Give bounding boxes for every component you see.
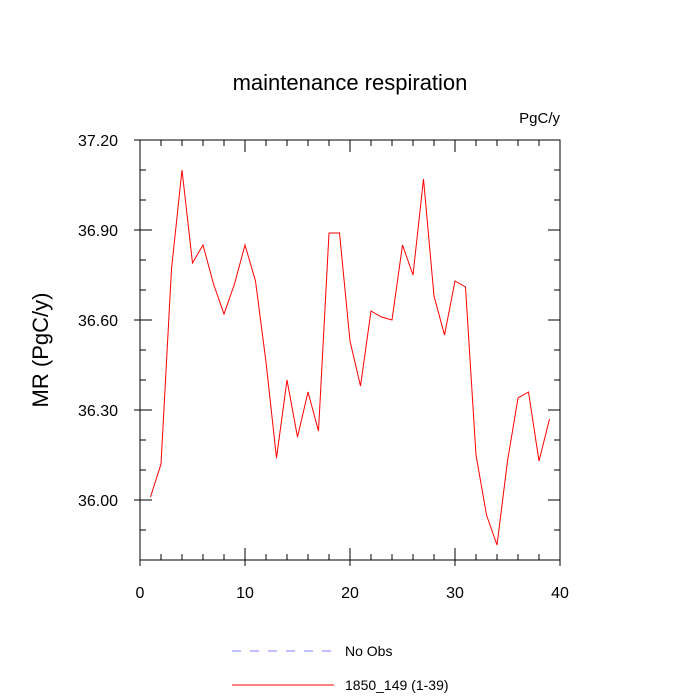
series-line xyxy=(150,169,550,546)
y-tick-label: 37.20 xyxy=(78,133,118,150)
legend-label: No Obs xyxy=(345,643,392,659)
x-tick-label: 40 xyxy=(551,585,569,602)
legend: No Obs 1850_149 (1-39) xyxy=(232,643,449,693)
x-tick-label: 0 xyxy=(136,585,145,602)
x-tick-label: 30 xyxy=(446,585,464,602)
legend-label: 1850_149 (1-39) xyxy=(345,677,449,693)
plot-frame xyxy=(139,139,561,561)
y-tick-label: 36.00 xyxy=(78,493,118,510)
units-label: PgC/y xyxy=(519,110,560,127)
y-tick-label: 36.60 xyxy=(78,313,118,330)
chart-title: maintenance respiration xyxy=(233,70,468,95)
y-tick-label: 36.30 xyxy=(78,403,118,420)
x-tick-label: 10 xyxy=(236,585,254,602)
y-axis-label: MR (PgC/y) xyxy=(28,293,53,408)
axis-ticks: 0 10 20 30 40 36.00 36.30 36.60 36.90 37.20 xyxy=(78,133,569,602)
plot-series xyxy=(150,169,550,546)
x-tick-label: 20 xyxy=(341,585,359,602)
y-tick-label: 36.90 xyxy=(78,223,118,240)
